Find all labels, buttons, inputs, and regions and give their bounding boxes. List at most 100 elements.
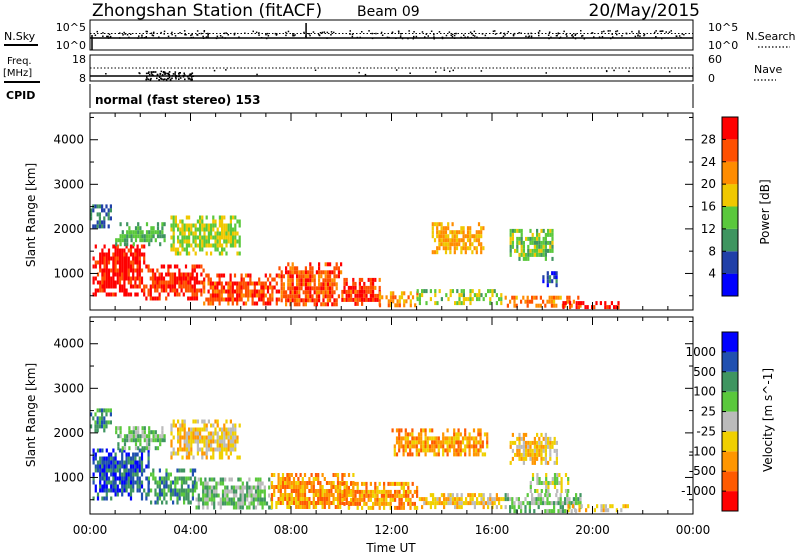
heatmap-cell (224, 489, 227, 494)
heatmap-cell (128, 430, 131, 435)
date-label: 20/May/2015 (589, 1, 701, 21)
heatmap-cell (227, 427, 230, 432)
heatmap-cell (212, 455, 215, 460)
heatmap-cell (103, 476, 106, 481)
heatmap-cell (292, 497, 296, 501)
colorbar-swatch (722, 351, 738, 372)
heatmap-cell (195, 481, 198, 486)
nsky-sample (224, 37, 226, 39)
heatmap-cell (442, 230, 445, 235)
heatmap-cell (528, 509, 531, 514)
heatmap-cell (170, 235, 173, 240)
heatmap-cell (236, 297, 239, 302)
heatmap-cell (291, 266, 294, 271)
heatmap-cell (191, 268, 194, 273)
heatmap-cell (309, 278, 312, 283)
heatmap-cell (194, 223, 197, 228)
freq-sample (145, 78, 147, 81)
heatmap-cell (515, 497, 518, 502)
heatmap-cell (194, 484, 197, 489)
heatmap-cell (94, 288, 97, 293)
heatmap-cell (185, 480, 188, 485)
heatmap-cell (125, 288, 128, 293)
heatmap-cell (232, 501, 236, 506)
heatmap-cell (273, 489, 276, 493)
heatmap-cell (199, 427, 202, 432)
nsky-sample (108, 33, 111, 36)
heatmap-cell (147, 452, 150, 457)
heatmap-cell (92, 456, 95, 461)
heatmap-cell (396, 505, 399, 510)
heatmap-cell (448, 436, 451, 441)
heatmap-cell (204, 493, 207, 498)
heatmap-cell (219, 505, 222, 510)
heatmap-cell (549, 444, 552, 449)
heatmap-cell (194, 243, 197, 248)
heatmap-cell (177, 431, 180, 436)
heatmap-cell (387, 493, 390, 498)
heatmap-cell (128, 426, 131, 431)
heatmap-cell (110, 488, 113, 493)
heatmap-cell (354, 297, 357, 302)
heatmap-cell (112, 244, 115, 249)
heatmap-cell (449, 238, 452, 243)
heatmap-cell (225, 227, 228, 232)
heatmap-cell (350, 481, 353, 486)
heatmap-cell (223, 227, 226, 232)
heatmap-cell (203, 281, 206, 286)
heatmap-cell (220, 281, 223, 286)
heatmap-cell (320, 274, 323, 279)
heatmap-cell (361, 285, 364, 290)
y-tick-label: 1000 (53, 470, 84, 484)
heatmap-cell (542, 481, 546, 485)
heatmap-cell (190, 243, 193, 248)
nsky-sample (548, 37, 550, 40)
heatmap-cell (112, 268, 115, 273)
heatmap-cell (464, 436, 467, 441)
heatmap-cell (518, 256, 521, 261)
heatmap-cell (402, 501, 405, 506)
heatmap-cell (394, 497, 397, 502)
heatmap-cell (148, 442, 151, 447)
heatmap-cell (434, 301, 437, 306)
heatmap-cell (304, 282, 307, 287)
nsky-sample (308, 33, 310, 35)
heatmap-cell (536, 432, 539, 437)
heatmap-cell (96, 464, 100, 469)
heatmap-cell (292, 481, 296, 485)
heatmap-cell (315, 270, 318, 275)
heatmap-cell (334, 489, 337, 493)
heatmap-cell (99, 476, 102, 481)
heatmap-cell (459, 440, 462, 445)
heatmap-cell (308, 505, 311, 509)
heatmap-cell (330, 485, 333, 489)
heatmap-cell (511, 232, 514, 237)
heatmap-cell (555, 279, 558, 284)
heatmap-cell (553, 436, 556, 441)
nsky-sample (611, 33, 613, 35)
heatmap-cell (602, 508, 605, 513)
heatmap-cell (442, 238, 445, 243)
heatmap-cell (178, 468, 181, 473)
heatmap-cell (396, 299, 399, 304)
heatmap-cell (134, 292, 137, 297)
heatmap-cell (462, 246, 465, 251)
nsky-sample (276, 33, 278, 35)
heatmap-cell (542, 456, 545, 461)
heatmap-cell (516, 228, 519, 233)
heatmap-cell (411, 481, 414, 486)
heatmap-cell (116, 268, 119, 273)
heatmap-cell (110, 472, 113, 477)
heatmap-cell (298, 290, 301, 295)
heatmap-cell (310, 501, 313, 505)
nsky-sample (494, 33, 497, 35)
heatmap-cell (218, 281, 221, 286)
heatmap-cell (195, 280, 199, 285)
heatmap-cell (103, 496, 106, 501)
heatmap-cell (212, 447, 215, 452)
heatmap-cell (585, 508, 588, 513)
nsky-sample (267, 35, 270, 37)
heatmap-cell (389, 501, 392, 506)
heatmap-cell (480, 501, 483, 506)
nsky-sample (145, 30, 147, 33)
